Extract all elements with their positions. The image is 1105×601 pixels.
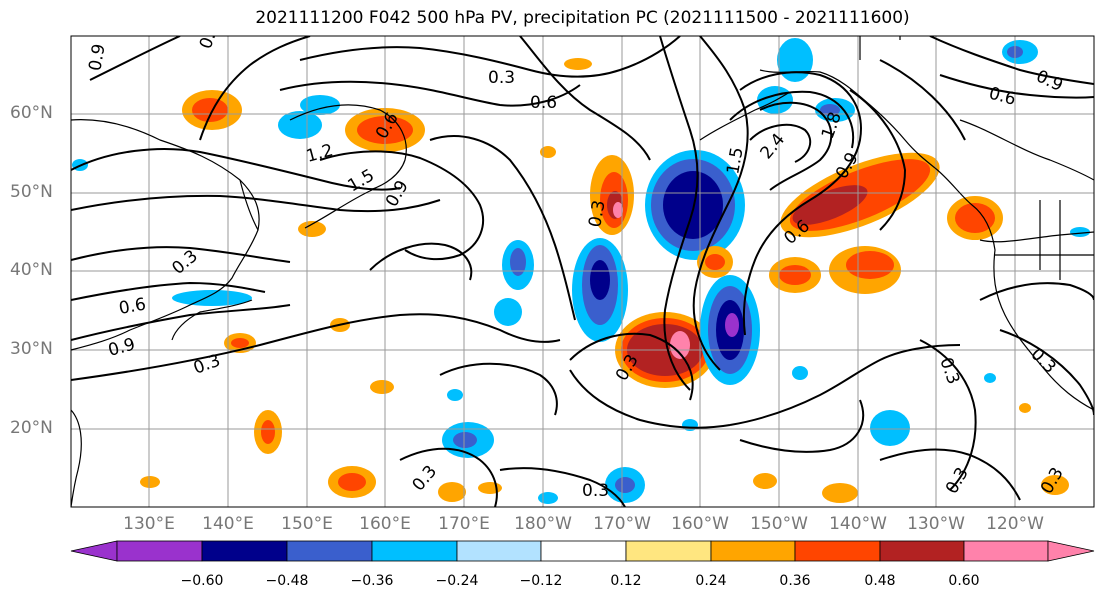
colorbar-segment [286, 540, 373, 562]
lon-tick-label: 170°E [438, 514, 490, 534]
map-gridlines [71, 36, 1094, 507]
colorbar-label: 0.12 [610, 573, 642, 589]
colorbar-segment [1047, 540, 1095, 562]
colorbar-label: −0.60 [180, 573, 224, 589]
colorbar-segment [794, 540, 881, 562]
contour-label: 1.5 [723, 146, 747, 176]
pv-contours [71, 36, 1094, 507]
colorbar-segment [371, 540, 458, 562]
contour-label: 0.6 [117, 295, 147, 319]
colorbar-label: −0.48 [265, 573, 309, 589]
contour-label: 0.3 [585, 199, 609, 229]
lat-tick-label: 50°N [10, 182, 53, 202]
lon-tick-label: 180°W [514, 514, 572, 534]
contour-label: 0.9 [85, 42, 109, 72]
contour-label: 0.3 [488, 68, 515, 88]
colorbar-segment [456, 540, 542, 562]
colorbar-segment [116, 540, 203, 562]
lon-tick-label: 160°W [671, 514, 729, 534]
colorbar-segment [70, 540, 118, 562]
lon-tick-label: 140°W [829, 514, 887, 534]
lat-tick-label: 20°N [10, 418, 53, 438]
lat-tick-label: 60°N [10, 103, 53, 123]
colorbar-label: −0.12 [519, 573, 563, 589]
lon-tick-label: 120°W [986, 514, 1044, 534]
colorbar-label: 0.36 [779, 573, 811, 589]
colorbar-segment [710, 540, 796, 562]
colorbar-label: 0.48 [864, 573, 896, 589]
map-title: 2021111200 F042 500 hPa PV, precipitatio… [255, 8, 910, 28]
lon-tick-label: 140°E [202, 514, 254, 534]
colorbar-label: −0.36 [350, 573, 394, 589]
lon-tick-label: 150°W [750, 514, 808, 534]
coastlines [71, 36, 1094, 507]
contour-label: 0.6 [530, 93, 557, 113]
colorbar-label: −0.24 [435, 573, 479, 589]
lon-tick-label: 130°W [907, 514, 965, 534]
lon-tick-label: 160°E [359, 514, 411, 534]
colorbar-segment [201, 540, 288, 562]
colorbar [70, 540, 1095, 562]
colorbar-segment [540, 540, 627, 562]
lat-tick-label: 30°N [10, 339, 53, 359]
lat-tick-label: 40°N [10, 260, 53, 280]
colorbar-label: 0.60 [948, 573, 980, 589]
colorbar-segment [963, 540, 1049, 562]
colorbar-segment [879, 540, 965, 562]
colorbar-label: 0.24 [695, 573, 727, 589]
colorbar-segment [625, 540, 712, 562]
lon-tick-label: 150°E [281, 514, 333, 534]
contour-label: 0.3 [582, 481, 609, 501]
lon-tick-label: 130°E [123, 514, 175, 534]
map-frame [70, 35, 1095, 508]
lon-tick-label: 170°W [593, 514, 651, 534]
